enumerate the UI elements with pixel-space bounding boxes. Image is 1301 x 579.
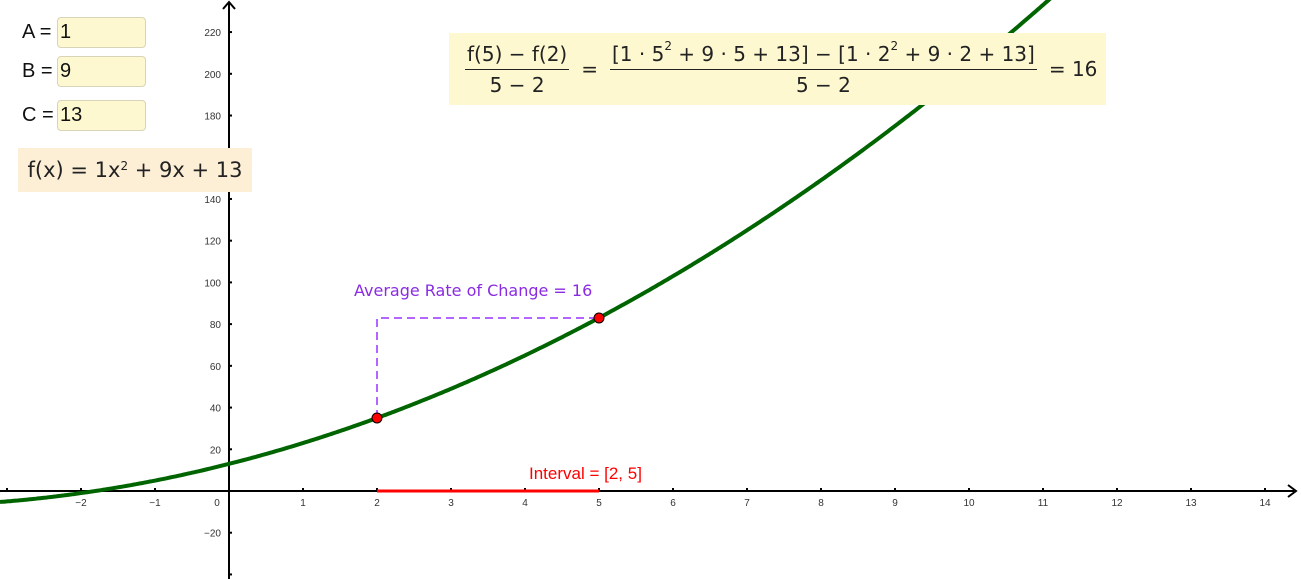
point-f2[interactable] [371, 412, 383, 424]
y-axis-ticks: 22020018016014012010080604020−20 [204, 28, 232, 576]
interval-label[interactable]: Interval = [2, 5] [529, 464, 642, 483]
svg-text:13: 13 [1185, 498, 1197, 509]
function-rhs: + 9x + 13 [128, 158, 243, 182]
expanded-denominator: 5 − 2 [795, 72, 851, 97]
expanded-quotient: [1 · 52 + 9 · 5 + 13] − [1 · 22 + 9 · 2 … [609, 38, 1037, 97]
svg-text:−2: −2 [75, 498, 87, 509]
exponent-b: 2 [890, 38, 899, 53]
difference-quotient-numerator: f(5) − f(2) [465, 42, 570, 70]
svg-text:60: 60 [210, 362, 222, 373]
svg-text:3: 3 [448, 498, 454, 509]
equals-sign: = [581, 57, 598, 81]
svg-text:10: 10 [963, 498, 975, 509]
svg-text:100: 100 [204, 278, 221, 289]
difference-quotient: f(5) − f(2) 5 − 2 [465, 42, 570, 97]
svg-text:40: 40 [210, 404, 222, 415]
param-a-input[interactable] [57, 17, 146, 48]
param-c-row: C = [22, 100, 146, 131]
svg-text:140: 140 [204, 195, 221, 206]
svg-text:7: 7 [744, 498, 750, 509]
svg-text:2: 2 [374, 498, 380, 509]
svg-text:200: 200 [204, 70, 221, 81]
expanded-term-a: [1 · 5 [611, 41, 665, 66]
rate-of-change-dashed-lines [376, 317, 599, 418]
param-b-label: B = [22, 60, 53, 82]
average-rate-label[interactable]: Average Rate of Change = 16 [354, 281, 593, 300]
svg-text:11: 11 [1038, 498, 1049, 509]
rate-of-change-formula[interactable]: f(5) − f(2) 5 − 2 = [1 · 52 + 9 · 5 + 13… [449, 33, 1106, 105]
y-axis-arrow-icon [222, 0, 236, 10]
expanded-term-c: + 9 · 2 + 13] [898, 41, 1035, 66]
exponent-a: 2 [664, 38, 672, 53]
svg-text:20: 20 [210, 445, 222, 456]
expanded-term-b: + 9 · 5 + 13] − [1 · 2 [671, 41, 891, 66]
point-f5[interactable] [593, 312, 605, 324]
svg-text:8: 8 [818, 498, 824, 509]
svg-text:180: 180 [204, 112, 221, 123]
svg-text:1: 1 [300, 498, 306, 509]
param-c-input[interactable] [57, 100, 146, 131]
param-c-label: C = [22, 104, 54, 126]
param-b-row: B = [22, 56, 146, 87]
function-curve[interactable] [0, 0, 1070, 504]
svg-text:−1: −1 [149, 498, 161, 509]
svg-text:12: 12 [1111, 498, 1123, 509]
svg-text:80: 80 [210, 320, 222, 331]
expanded-numerator: [1 · 52 + 9 · 5 + 13] − [1 · 22 + 9 · 2 … [609, 38, 1037, 70]
formula-result: = 16 [1048, 57, 1098, 81]
function-lhs: f(x) = 1x [27, 158, 121, 182]
svg-text:14: 14 [1259, 498, 1271, 509]
svg-text:120: 120 [204, 237, 221, 248]
svg-text:5: 5 [596, 498, 602, 509]
svg-text:220: 220 [204, 28, 221, 39]
svg-text:4: 4 [522, 498, 528, 509]
svg-text:6: 6 [670, 498, 676, 509]
function-exponent: 2 [120, 159, 129, 173]
param-a-label: A = [22, 21, 52, 43]
svg-text:9: 9 [892, 498, 898, 509]
param-a-row: A = [22, 17, 146, 48]
svg-text:0: 0 [214, 498, 220, 509]
param-b-input[interactable] [57, 56, 146, 87]
x-axis-ticks: −2 −1 0 1 2 3 4 5 6 7 8 9 10 11 12 13 14 [6, 488, 1271, 509]
difference-quotient-denominator: 5 − 2 [489, 72, 545, 97]
x-axis-arrow-icon [1287, 484, 1298, 498]
svg-text:−20: −20 [204, 529, 221, 540]
function-definition[interactable]: f(x) = 1x 2 + 9x + 13 [18, 148, 252, 192]
